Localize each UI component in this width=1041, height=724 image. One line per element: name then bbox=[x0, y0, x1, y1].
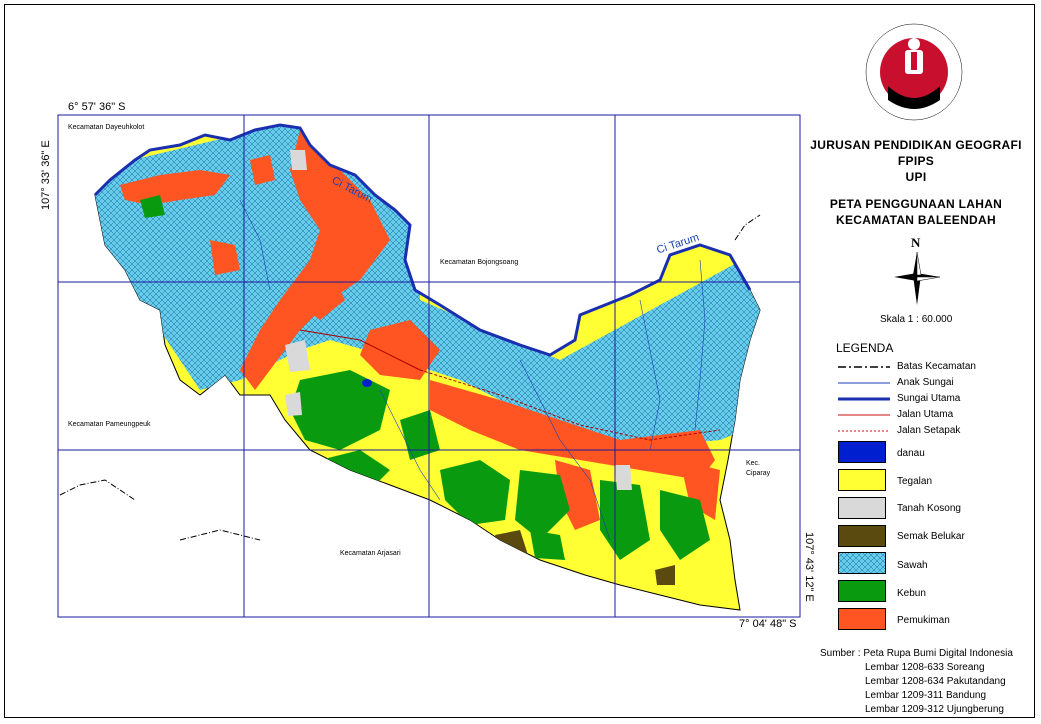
north-label: N bbox=[911, 235, 921, 250]
legend-anak-sungai: Anak Sungai bbox=[897, 377, 954, 388]
title-department: JURUSAN PENDIDIKAN GEOGRAFI bbox=[810, 138, 1022, 152]
university-logo bbox=[865, 23, 963, 121]
title-university: UPI bbox=[905, 170, 927, 184]
legend-sawah: Sawah bbox=[897, 560, 928, 571]
district-boundaries bbox=[59, 214, 761, 541]
legend-batas-kecamatan: Batas Kecamatan bbox=[897, 361, 976, 372]
bottom-latitude: 7° 04' 48" S bbox=[739, 618, 797, 630]
title-district: KECAMATAN BALEENDAH bbox=[836, 213, 996, 227]
legend-semak-belukar: Semak Belukar bbox=[897, 531, 965, 542]
source-sheet-2: Lembar 1208-634 Pakutandang bbox=[865, 676, 1006, 687]
right-longitude: 107° 43' 12" E bbox=[803, 532, 815, 602]
swatch-kebun bbox=[838, 580, 886, 602]
legend-kebun: Kebun bbox=[897, 588, 926, 599]
map-frame bbox=[4, 4, 1035, 718]
swatch-sawah bbox=[838, 552, 886, 574]
top-latitude: 6° 57' 36" S bbox=[68, 101, 126, 113]
source-sheet-3: Lembar 1209-311 Bandung bbox=[865, 690, 987, 701]
title-map: PETA PENGGUNAAN LAHAN bbox=[829, 197, 1003, 211]
source-label: Sumber : Peta Rupa Bumi Digital Indonesi… bbox=[820, 648, 1013, 659]
label-ciparay-2: Ciparay bbox=[746, 470, 771, 477]
legend-jalan-setapak: Jalan Setapak bbox=[897, 425, 961, 436]
legend-pemukiman: Pemukiman bbox=[897, 615, 950, 626]
label-dayeuhkolot: Kecamatan Dayeuhkolot bbox=[68, 124, 145, 131]
title-faculty: FPIPS bbox=[897, 154, 935, 168]
legend-tegalan: Tegalan bbox=[897, 476, 933, 487]
source-sheet-4: Lembar 1209-312 Ujungberung bbox=[865, 704, 1004, 715]
swatch-semak-belukar bbox=[838, 525, 886, 547]
legend-danau: danau bbox=[897, 448, 925, 459]
swatch-danau bbox=[838, 441, 886, 463]
map-grid bbox=[57, 114, 801, 618]
swatch-tegalan bbox=[838, 469, 886, 491]
region-polygons bbox=[93, 123, 761, 611]
label-arjasari: Kecamatan Arjasari bbox=[340, 550, 401, 557]
north-arrow-icon bbox=[894, 251, 941, 305]
legend-jalan-utama: Jalan Utama bbox=[897, 409, 954, 420]
swatch-tanah-kosong bbox=[838, 497, 886, 519]
left-longitude: 107° 33' 36" E bbox=[40, 140, 52, 210]
source-sheet-1: Lembar 1208-633 Soreang bbox=[865, 662, 985, 673]
legend-line-symbols bbox=[838, 366, 890, 432]
label-pameungpeuk: Kecamatan Pameungpeuk bbox=[68, 421, 151, 428]
legend-sungai-utama: Sungai Utama bbox=[897, 393, 961, 404]
legend-heading: LEGENDA bbox=[836, 341, 894, 355]
scale-label: Skala 1 : 60.000 bbox=[880, 314, 953, 325]
swatch-pemukiman bbox=[838, 608, 886, 630]
label-ciparay-1: Kec. bbox=[746, 460, 761, 467]
label-bojongsoang: Kecamatan Bojongsoang bbox=[440, 259, 519, 266]
legend-tanah-kosong: Tanah Kosong bbox=[897, 503, 961, 514]
